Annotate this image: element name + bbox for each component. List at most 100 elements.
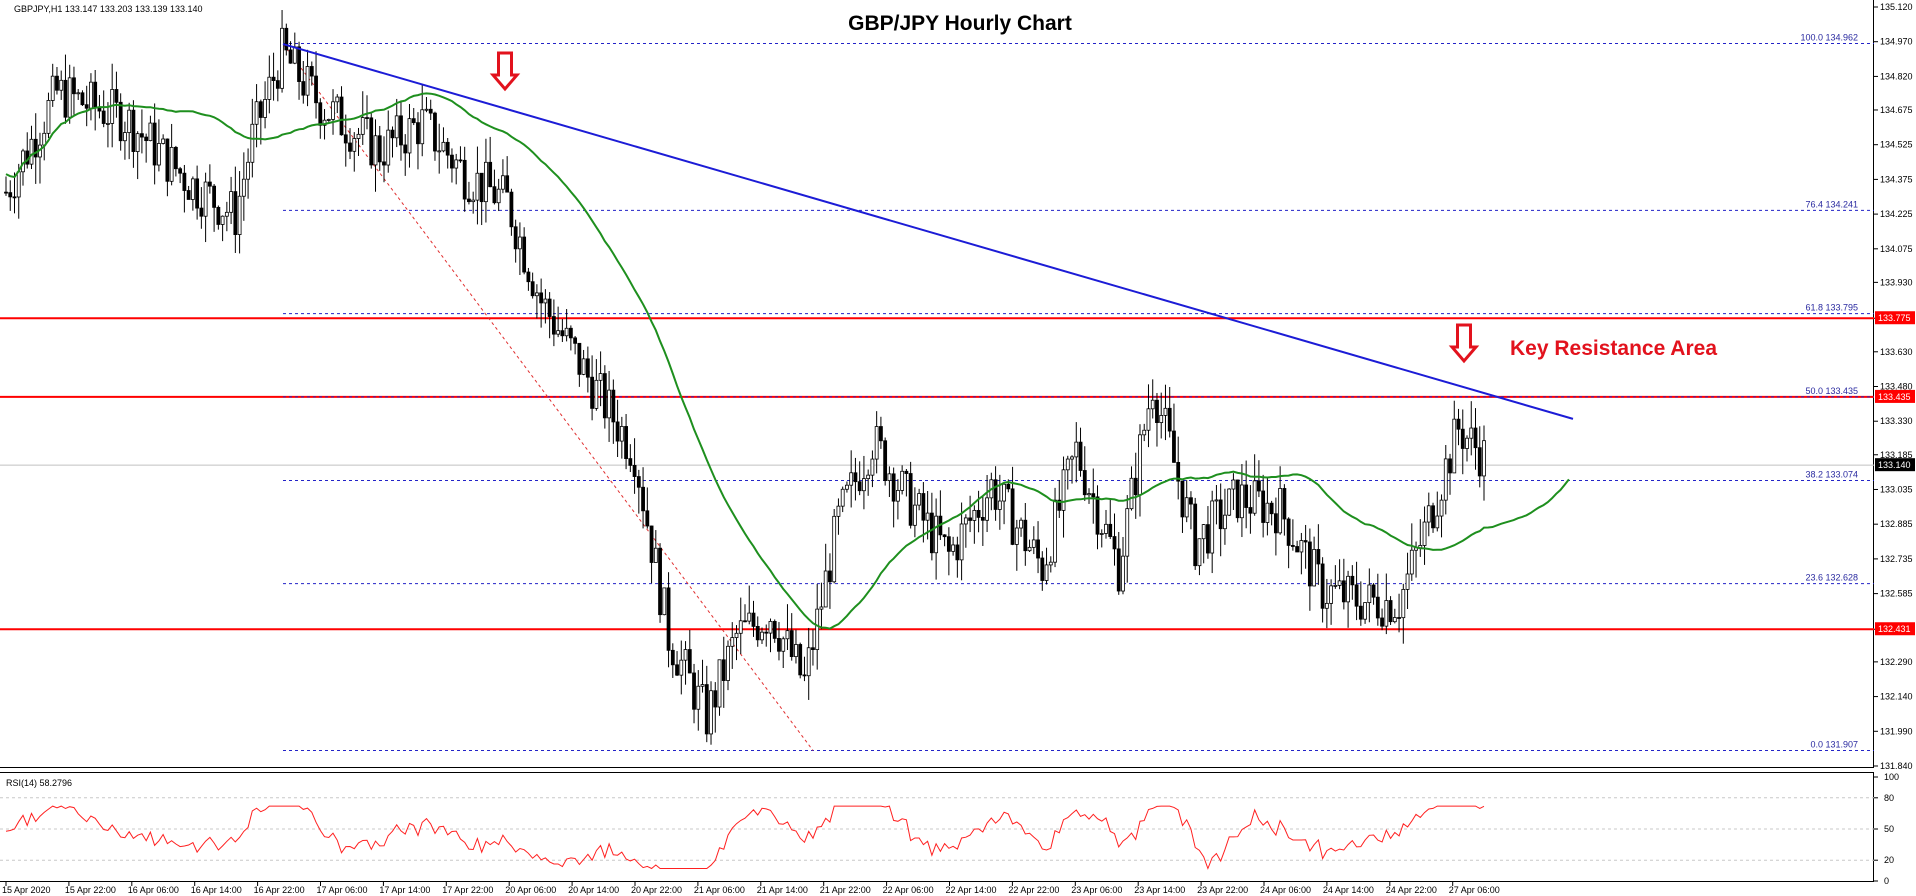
candle-body bbox=[662, 587, 667, 616]
candle-body bbox=[250, 123, 255, 163]
candle-body bbox=[471, 199, 476, 203]
candle-body bbox=[1082, 470, 1087, 496]
candle-body bbox=[55, 75, 59, 91]
candle-body bbox=[1019, 519, 1023, 529]
candle-body bbox=[845, 484, 849, 490]
candle-body bbox=[1044, 564, 1049, 581]
candle-body bbox=[161, 138, 166, 144]
candle-body bbox=[717, 659, 722, 708]
candle-body bbox=[1163, 407, 1168, 416]
candle-body bbox=[1295, 546, 1300, 553]
candle-body bbox=[1159, 414, 1164, 423]
candle-body bbox=[101, 110, 106, 124]
candle-body bbox=[1065, 458, 1070, 471]
candle-body bbox=[195, 178, 200, 209]
candle-body bbox=[382, 161, 386, 166]
candle-body bbox=[135, 133, 140, 152]
y-tick-label: 135.120 bbox=[1880, 2, 1913, 12]
candle-body bbox=[963, 517, 968, 525]
candle-body bbox=[1048, 561, 1053, 566]
candle-body bbox=[806, 647, 811, 677]
candle-body bbox=[297, 46, 301, 82]
candle-body bbox=[454, 159, 459, 169]
candle-body bbox=[785, 630, 790, 640]
candle-body bbox=[802, 674, 807, 677]
candle-body bbox=[488, 161, 493, 188]
candle-body bbox=[955, 544, 960, 561]
candle-body bbox=[50, 75, 55, 101]
candle-body bbox=[1087, 493, 1091, 496]
candle-body bbox=[828, 570, 832, 583]
candle-body bbox=[666, 587, 671, 651]
candle-body bbox=[352, 138, 357, 152]
candle-body bbox=[1091, 493, 1096, 498]
candle-body bbox=[335, 96, 340, 103]
candle-body bbox=[343, 134, 348, 144]
candle-body bbox=[539, 292, 544, 304]
candle-body bbox=[1218, 499, 1223, 530]
x-tick-label: 17 Apr 06:00 bbox=[317, 885, 368, 895]
x-tick-label: 16 Apr 22:00 bbox=[254, 885, 305, 895]
candle-body bbox=[862, 478, 866, 492]
x-tick-label: 22 Apr 22:00 bbox=[1008, 885, 1059, 895]
candle-body bbox=[1010, 488, 1015, 545]
candle-body bbox=[1206, 524, 1210, 554]
candle-body bbox=[1290, 545, 1295, 547]
candle-body bbox=[1448, 458, 1452, 474]
candle-body bbox=[4, 191, 8, 194]
candle-body bbox=[1333, 585, 1338, 587]
y-tick-label: 134.675 bbox=[1880, 105, 1913, 115]
down-arrow-icon bbox=[489, 51, 521, 92]
rsi-tick-label: 50 bbox=[1884, 824, 1894, 834]
candle-body bbox=[284, 27, 289, 51]
candle-body bbox=[972, 509, 977, 521]
chart-title: GBP/JPY Hourly Chart bbox=[848, 12, 1072, 35]
candle-body bbox=[721, 659, 726, 681]
y-tick-label: 134.970 bbox=[1880, 37, 1913, 47]
candle-body bbox=[573, 337, 578, 344]
candle-body bbox=[534, 292, 539, 297]
candle-body bbox=[190, 178, 195, 200]
candle-body bbox=[178, 168, 183, 174]
price-tag bbox=[1875, 622, 1915, 636]
candle-body bbox=[1426, 505, 1431, 523]
y-tick-label: 132.585 bbox=[1880, 589, 1913, 599]
x-tick-label: 27 Apr 06:00 bbox=[1449, 885, 1500, 895]
candle-body bbox=[1261, 490, 1266, 523]
candle-body bbox=[84, 104, 89, 109]
down-arrow-icon bbox=[1448, 323, 1480, 364]
candle-body bbox=[781, 638, 786, 652]
candle-body bbox=[900, 470, 905, 491]
x-tick-label: 22 Apr 14:00 bbox=[946, 885, 997, 895]
x-tick-label: 24 Apr 22:00 bbox=[1386, 885, 1437, 895]
candle-body bbox=[241, 178, 246, 197]
candle-body bbox=[777, 638, 781, 652]
candle-body bbox=[411, 118, 416, 124]
candle-body bbox=[1286, 518, 1291, 546]
candle-body bbox=[560, 330, 565, 337]
candle-body bbox=[1116, 548, 1121, 592]
fib-level-label: 100.0 134.962 bbox=[1800, 33, 1858, 43]
y-tick-label: 132.290 bbox=[1880, 657, 1913, 667]
candle-body bbox=[462, 159, 467, 200]
candle-body bbox=[467, 198, 471, 203]
candle-body bbox=[8, 192, 13, 198]
y-tick-label: 131.840 bbox=[1880, 761, 1913, 771]
x-tick-label: 20 Apr 14:00 bbox=[568, 885, 619, 895]
candle-body bbox=[21, 150, 25, 173]
x-tick-label: 21 Apr 14:00 bbox=[757, 885, 808, 895]
candle-body bbox=[891, 473, 896, 502]
candle-body bbox=[229, 191, 233, 213]
candle-body bbox=[1439, 499, 1444, 517]
candle-body bbox=[318, 102, 323, 126]
candle-body bbox=[1189, 497, 1193, 505]
candle-body bbox=[1392, 617, 1397, 623]
candle-body bbox=[1104, 523, 1108, 534]
candle-body bbox=[726, 645, 730, 681]
candle-body bbox=[1265, 502, 1270, 523]
candle-body bbox=[1248, 507, 1253, 514]
candle-body bbox=[271, 76, 276, 81]
candle-body bbox=[934, 515, 939, 554]
candle-body bbox=[946, 536, 951, 552]
candle-body bbox=[598, 373, 603, 381]
